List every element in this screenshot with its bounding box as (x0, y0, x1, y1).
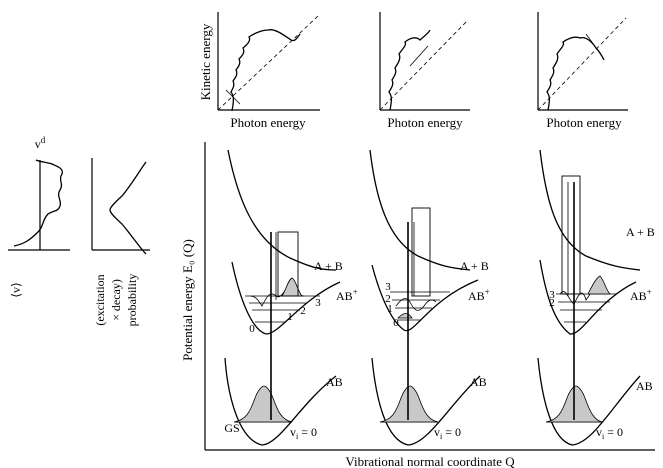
vd-label: vd (35, 135, 46, 151)
top-plot-2-xlabel: Photon energy (387, 115, 463, 130)
top-plot-1-kinetic-curve (230, 29, 301, 112)
panel-1-level-0-label: 0 (249, 323, 255, 335)
panel-1 (224, 149, 341, 446)
probability-curve (109, 161, 147, 255)
panel-3-ion-label: AB+ (630, 287, 652, 303)
panel-3-ion-curve (539, 259, 637, 335)
top-plot-3 (537, 12, 628, 111)
panel-1-dissociative-curve (227, 149, 337, 271)
panel-2-level-1-label: 1 (387, 303, 393, 315)
panel-1-ground-wavefunction (233, 385, 293, 423)
top-ylabel: Kinetic energy (198, 23, 213, 100)
panel-3-ground-label: AB (636, 379, 653, 393)
panel-3-ab-label: A + B (626, 225, 655, 239)
panel-1-ion-wavepeak (281, 277, 303, 297)
top-plot-2-diagonal (379, 19, 469, 111)
panel-2-dissociative-curve (369, 149, 471, 271)
top-plot-3-kinetic-curve (546, 36, 605, 111)
panel-1-level-2-label: 2 (300, 305, 306, 317)
panel-1-ion-curve (231, 261, 341, 335)
top-plot-2 (379, 12, 470, 111)
vd-plot-curve (13, 159, 63, 247)
panel-1-ab-label: A + B (314, 259, 343, 273)
top-plot-1-diagonal (217, 15, 319, 111)
top-plot-2-kinetic-curve (388, 29, 431, 111)
top-plot-1 (217, 12, 320, 112)
vibration-distribution-plot (8, 159, 70, 251)
panel-2-ground-wavefunction (379, 385, 439, 423)
panel-2-ion-wavefunction (395, 298, 437, 311)
top-plot-1-tangent (225, 89, 241, 105)
panel-2-ion-wavepeak (397, 313, 413, 319)
panel-1-ion-label: AB+ (336, 287, 358, 303)
probability-label-2: × decay) (109, 279, 123, 321)
top-plot-2-tangent (409, 45, 429, 67)
panel-1-gs-label: GS (224, 421, 239, 435)
top-plot-3-diagonal (537, 17, 627, 111)
panel-1-ground-label: AB (326, 375, 343, 389)
panel-3-ground-curve (537, 357, 641, 446)
panel-2-ground-label: AB (470, 375, 487, 389)
top-plot-3-xlabel: Photon energy (546, 115, 622, 130)
panel-2-ground-curve (371, 357, 481, 446)
panel-3-level-3-label: 3 (549, 289, 555, 301)
panel-1-level-1-label: 1 (287, 311, 293, 323)
panel-2-level-3-label: 3 (385, 281, 391, 293)
panel-2-decay-box (411, 207, 431, 297)
panel-3-vi-label: vi = 0 (596, 425, 623, 441)
panel-3 (537, 149, 641, 446)
panel-2-ion-label: AB+ (468, 287, 490, 303)
probability-label-3: probability (125, 274, 139, 327)
panel-1-level-3-label: 3 (315, 297, 321, 309)
panel-2-ion-curve (371, 264, 479, 332)
panel-1-ground-curve (224, 357, 337, 446)
panel-2 (369, 149, 481, 446)
panel-1-vi-label: vi = 0 (290, 425, 317, 441)
top-plot-3-tangent (585, 33, 603, 57)
probability-label-1: (excitation (93, 274, 107, 325)
probability-plot (91, 158, 150, 255)
top-plot-1-xlabel: Photon energy (230, 115, 306, 130)
v-label: ⟨v⟩ (9, 282, 23, 297)
main-ylabel: Potential energy E₀ (Q) (180, 239, 195, 361)
panel-3-level-2-label: 2 (549, 297, 555, 309)
panel-1-decay-box (277, 231, 299, 297)
panel-3-ion-wavepeak (587, 275, 611, 295)
panel-3-dissociative-curve (539, 149, 641, 271)
panel-2-level-2-label: 2 (385, 293, 391, 305)
panel-3-decay-box (561, 175, 581, 295)
panel-2-level-0-label: 0 (393, 317, 399, 329)
panel-2-ab-label: A + B (460, 259, 489, 273)
main-xlabel: Vibrational normal coordinate Q (345, 454, 515, 468)
panel-2-vi-label: vi = 0 (434, 425, 461, 441)
